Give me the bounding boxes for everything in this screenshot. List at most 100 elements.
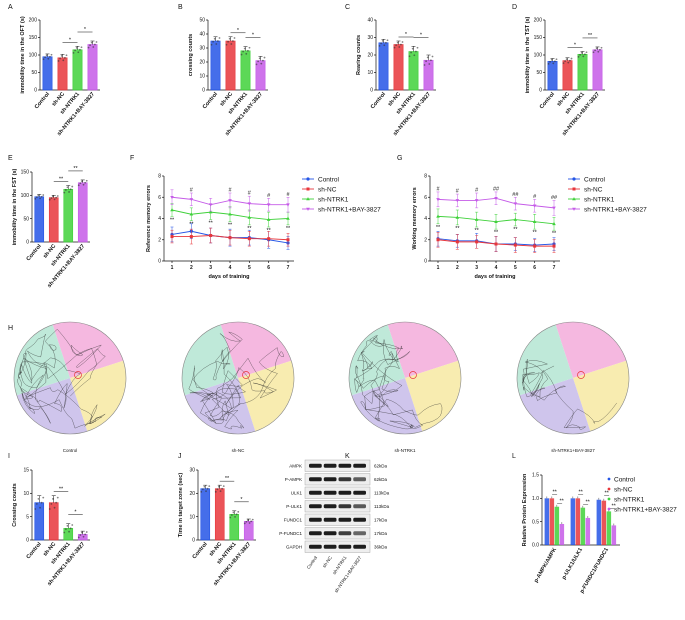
- data-point: [34, 508, 37, 510]
- data-point: [47, 57, 50, 60]
- data-point: [240, 53, 243, 56]
- significance-hash: ##: [493, 186, 500, 192]
- significance-star: **: [189, 222, 194, 228]
- chart-panel-g: 0 2 4 6 8 1 2 3 4 5 6 7 days of training Working memo…: [412, 174, 647, 280]
- data-point: [243, 47, 246, 50]
- maze-quadrant: [349, 324, 405, 396]
- data-point: [260, 62, 263, 65]
- series-point: [455, 215, 460, 219]
- blot-size-label: 36kDa: [374, 544, 388, 549]
- data-point: [565, 58, 568, 60]
- y-tick-label: 0: [26, 240, 29, 246]
- y-tick-label: 200: [534, 18, 543, 24]
- data-point: [74, 49, 76, 52]
- data-point: [71, 185, 74, 188]
- data-point: [200, 490, 203, 493]
- data-point: [40, 195, 43, 198]
- maze-quadrant: [573, 360, 629, 432]
- y-tick-label: 5: [26, 514, 29, 520]
- data-point: [201, 488, 204, 491]
- y-tick-label: 50: [31, 70, 37, 76]
- significance-star: **: [228, 223, 233, 229]
- panel-letter-k: K: [345, 453, 350, 460]
- series-point: [532, 204, 537, 208]
- y-tick-label: 10: [23, 491, 29, 497]
- data-point: [385, 41, 387, 44]
- series-point: [247, 215, 252, 219]
- x-tick-label: 6: [267, 265, 270, 271]
- data-point: [77, 184, 80, 187]
- maze-quadrant: [405, 360, 461, 432]
- data-point: [39, 197, 41, 200]
- data-point: [40, 501, 43, 504]
- blot-band: [338, 504, 352, 509]
- bar-sh-ntrk1-bay-3827: [585, 517, 591, 545]
- data-point: [82, 535, 85, 538]
- data-point: [53, 198, 56, 201]
- significance-hash: #: [475, 188, 479, 194]
- series-point: [228, 236, 232, 240]
- bar-sh-ntrk1: [63, 188, 74, 243]
- maze-quadrant: [238, 360, 294, 432]
- bar-sh-ntrk1: [606, 511, 612, 545]
- series-point: [533, 244, 537, 248]
- significance-star: **: [494, 230, 499, 236]
- y-axis-title: immobility time in the OFT (s): [20, 16, 26, 93]
- y-tick-label: 1.0: [532, 496, 539, 502]
- data-point: [68, 530, 70, 533]
- bar-control: [34, 196, 45, 243]
- bar-sh-ntrk1: [554, 506, 560, 545]
- significance-star: **: [552, 231, 557, 237]
- data-point: [567, 61, 570, 64]
- bar-sh-ntrk1-bay-3827: [255, 60, 266, 91]
- panel-letter-l: L: [512, 453, 516, 460]
- data-point: [232, 40, 234, 42]
- y-tick-label: 4: [158, 216, 161, 222]
- chart-panel-l: 0.0 0.5 1.0 1.5 Relative Protein Expression *…: [522, 473, 677, 595]
- data-point: [64, 56, 66, 59]
- significance-label: **: [73, 166, 78, 172]
- data-point: [79, 534, 82, 536]
- maze-quadrant: [387, 322, 459, 378]
- series-point: [306, 197, 310, 201]
- data-point: [66, 186, 69, 189]
- series-point: [306, 177, 310, 181]
- significance-star: **: [436, 225, 441, 231]
- data-point: [59, 57, 61, 60]
- series-point: [267, 237, 271, 241]
- series-point: [306, 207, 310, 211]
- data-point: [81, 531, 83, 534]
- data-point: [579, 53, 581, 56]
- y-tick-label: 150: [29, 35, 38, 41]
- data-point: [44, 56, 46, 59]
- x-tick-label: Control: [192, 541, 209, 560]
- data-point: [393, 46, 396, 49]
- blot-band: [338, 477, 352, 482]
- data-point: [63, 531, 66, 534]
- data-point: [62, 59, 65, 62]
- significance-label: *: [252, 33, 255, 39]
- data-point: [580, 51, 583, 54]
- y-tick-label: 30: [189, 468, 195, 474]
- y-tick-label: 20: [367, 53, 373, 59]
- series-point: [572, 187, 576, 191]
- data-point: [48, 198, 51, 201]
- legend-label: sh-NC: [614, 486, 633, 493]
- data-point: [237, 510, 240, 513]
- x-tick-label: Control: [26, 243, 43, 262]
- bar-sh-ntrk1: [577, 53, 588, 91]
- data-point: [247, 49, 249, 52]
- data-point: [426, 56, 429, 59]
- maze-label: sh-NTRK1+BAY-3827: [551, 448, 595, 453]
- platform-target: [409, 371, 417, 379]
- significance-label: *: [74, 510, 77, 516]
- maze-quadrant: [519, 378, 591, 434]
- blot-lane-label: sh-NTRK1+BAY-3827: [333, 555, 362, 594]
- blot-band: [323, 544, 337, 549]
- significance-hash: #: [533, 194, 537, 200]
- platform-target: [577, 371, 585, 379]
- series-point: [189, 235, 193, 239]
- blot-band: [309, 504, 322, 509]
- bar-sh-ntrk1-bay-3827: [559, 524, 565, 545]
- data-point: [401, 41, 404, 43]
